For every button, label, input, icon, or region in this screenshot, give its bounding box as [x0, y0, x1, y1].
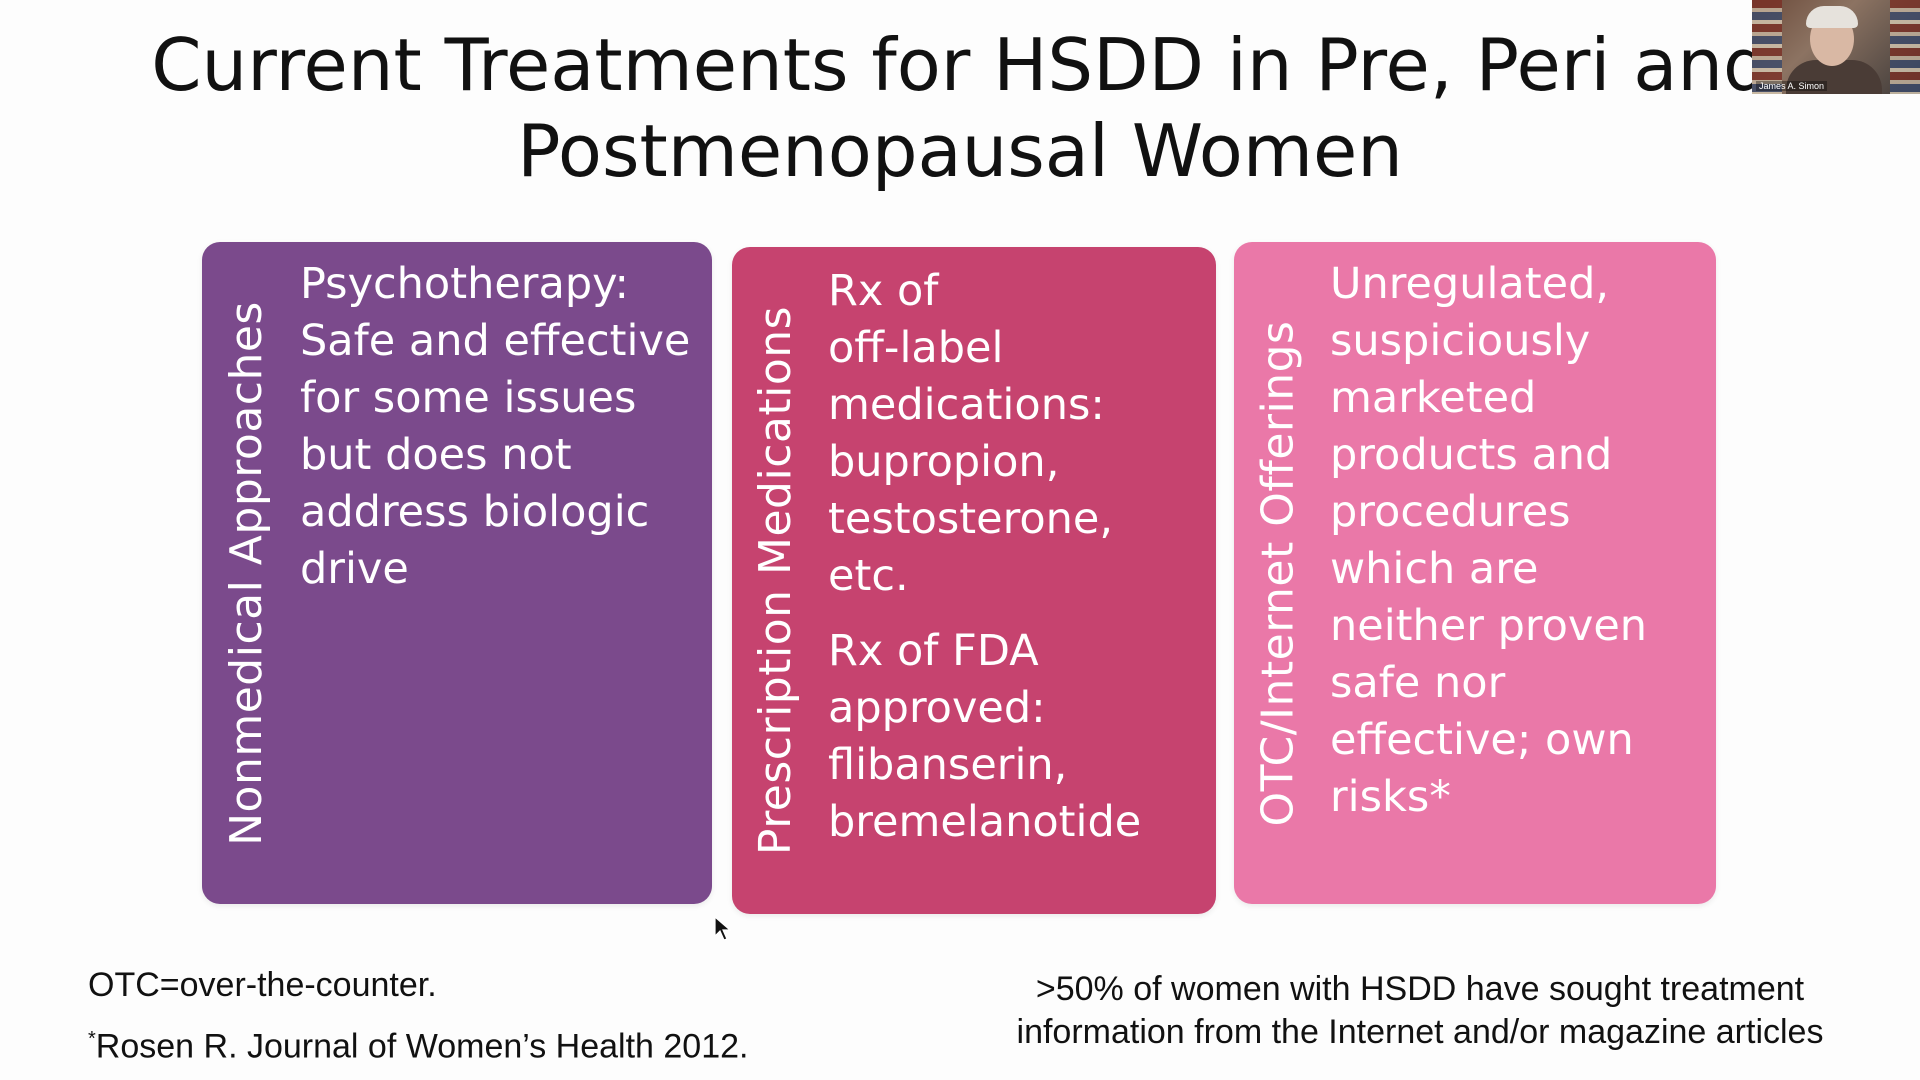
- nonmedical-approaches-box: Nonmedical Approaches Psychotherapy: Saf…: [202, 242, 712, 904]
- bookshelf-image: [1890, 0, 1920, 94]
- box-side-label: Nonmedical Approaches: [220, 300, 272, 846]
- box-body-text-offlabel: Rx of off-label medications: bupropion, …: [828, 266, 1114, 601]
- footnotes: OTC=over-the-counter. *Rosen R. Journal …: [88, 958, 748, 1073]
- statistic-line-2: information from the Internet and/or mag…: [1016, 1013, 1824, 1051]
- box-body: Psychotherapy: Safe and effective for so…: [300, 256, 694, 598]
- slide-title: Current Treatments for HSDD in Pre, Peri…: [151, 23, 1769, 193]
- footnote-mark: *: [88, 1028, 96, 1050]
- box-side-label: OTC/Internet Offerings: [1252, 320, 1304, 826]
- prescription-medications-box: Prescription Medications Rx of off-label…: [732, 247, 1216, 914]
- statistic-line-1: >50% of women with HSDD have sought trea…: [1035, 970, 1805, 1008]
- footnote-reference-text: Rosen R. Journal of Women’s Health 2012.: [95, 1027, 749, 1066]
- footnote-reference: *Rosen R. Journal of Women’s Health 2012…: [88, 1012, 748, 1073]
- box-body-text-fda: Rx of FDA approved: flibanserin, bremela…: [828, 626, 1142, 847]
- statistic-note: >50% of women with HSDD have sought trea…: [960, 968, 1880, 1054]
- participant-name-label: James A. Simon: [1756, 81, 1828, 91]
- box-body-text: Unregulated, suspiciously marketed produ…: [1330, 259, 1648, 822]
- bookshelf-image: [1752, 0, 1782, 94]
- box-body: Rx of off-label medications: bupropion, …: [828, 263, 1198, 851]
- box-body: Unregulated, suspiciously marketed produ…: [1330, 256, 1698, 826]
- box-side-label: Prescription Medications: [750, 305, 802, 856]
- otc-internet-offerings-box: OTC/Internet Offerings Unregulated, susp…: [1234, 242, 1716, 904]
- box-body-text: Psychotherapy: Safe and effective for so…: [300, 259, 691, 594]
- footnote-abbreviation: OTC=over-the-counter.: [88, 966, 437, 1004]
- speaker-video-thumbnail[interactable]: James A. Simon: [1752, 0, 1920, 94]
- speaker-hair: [1806, 6, 1858, 28]
